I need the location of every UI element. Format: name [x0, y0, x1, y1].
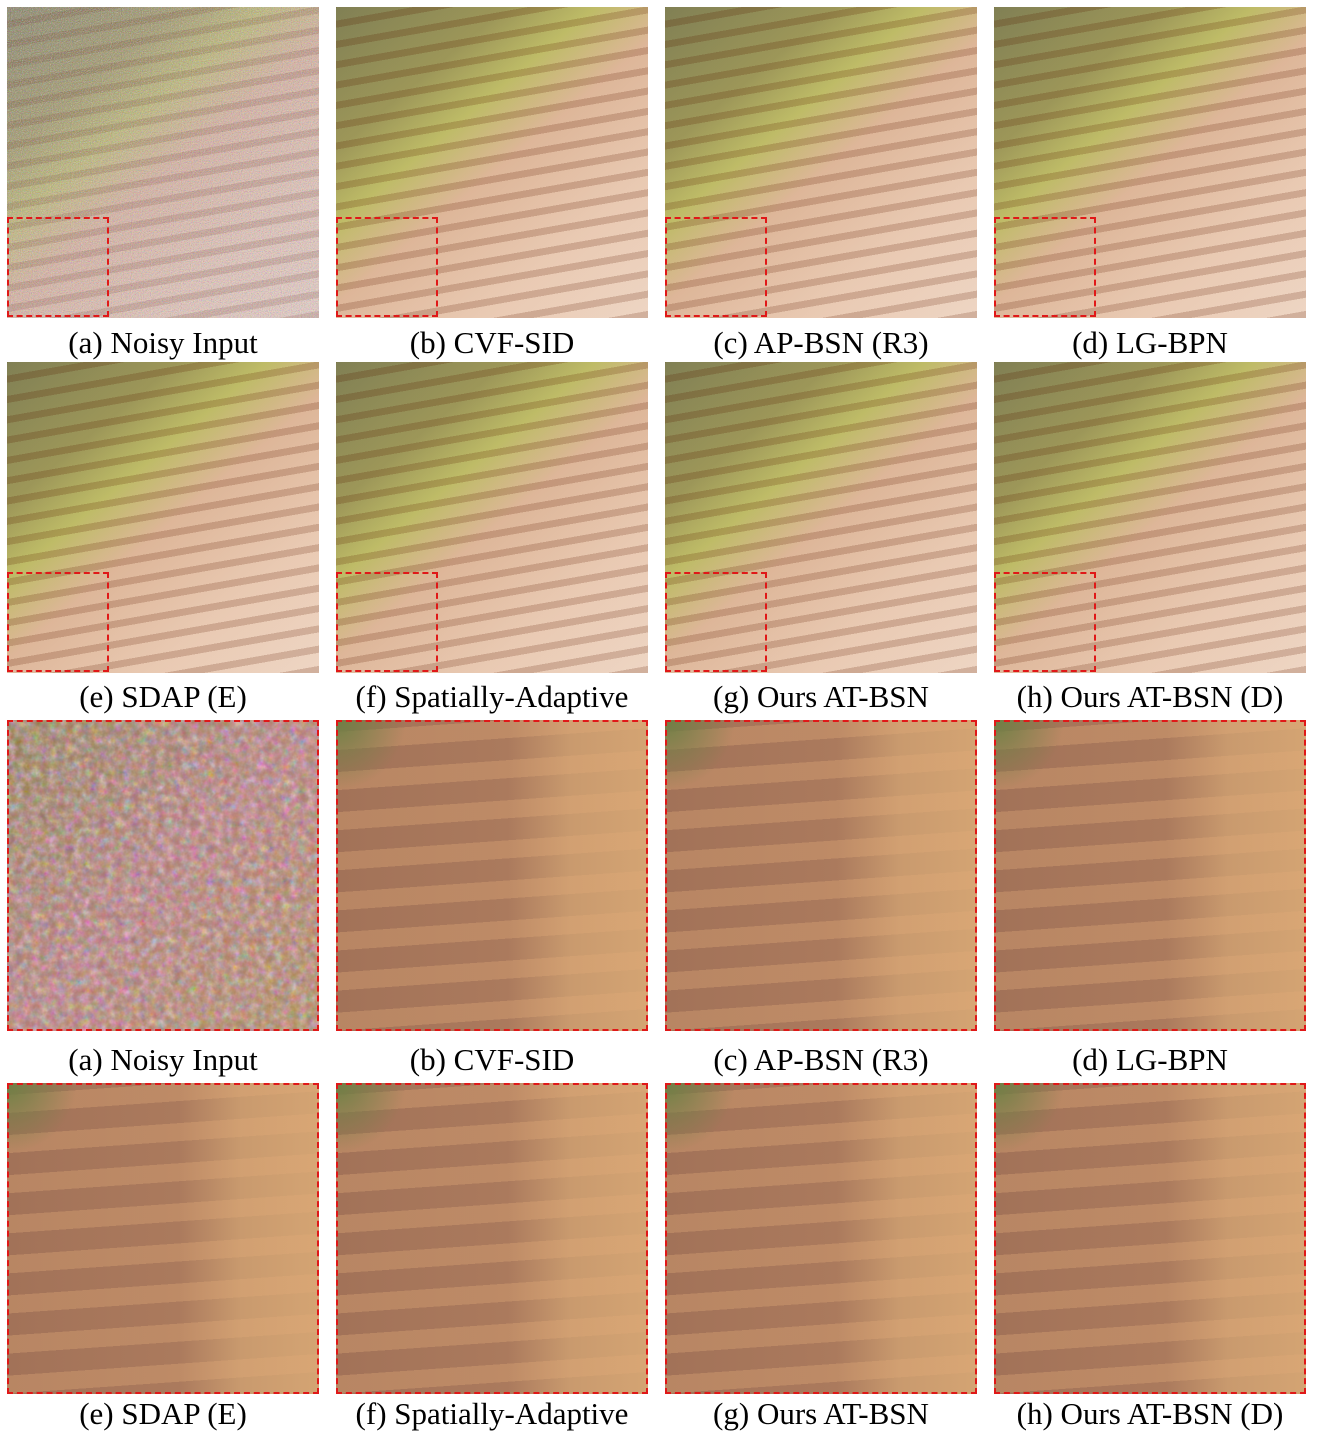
- zoom-crop: [665, 1083, 977, 1394]
- noise-overlay: [7, 720, 319, 1031]
- result-image: [7, 362, 319, 673]
- result-image: [994, 7, 1306, 318]
- caption: (e) SDAP (E): [79, 679, 247, 714]
- crop-border: [7, 1083, 319, 1394]
- zoom-crop: [7, 1083, 319, 1394]
- zoom-region-box: [994, 572, 1096, 672]
- result-image: [7, 7, 319, 318]
- result-image: [665, 7, 977, 318]
- caption: (c) AP-BSN (R3): [713, 325, 929, 360]
- result-image: [994, 362, 1306, 673]
- caption: (h) Ours AT-BSN (D): [1016, 1396, 1284, 1431]
- result-image: [665, 362, 977, 673]
- zoom-region-box: [994, 217, 1096, 317]
- result-image: [336, 7, 648, 318]
- caption: (h) Ours AT-BSN (D): [1016, 679, 1284, 714]
- zoom-crop: [994, 720, 1306, 1031]
- caption: (e) SDAP (E): [79, 1396, 247, 1431]
- zoom-region-box: [336, 217, 438, 317]
- caption: (a) Noisy Input: [68, 325, 258, 360]
- zoom-crop: [7, 720, 319, 1031]
- zoom-crop: [336, 720, 648, 1031]
- zoom-crop: [336, 1083, 648, 1394]
- caption: (b) CVF-SID: [409, 325, 575, 360]
- zoom-region-box: [7, 217, 109, 317]
- caption: (c) AP-BSN (R3): [713, 1042, 929, 1077]
- zoom-region-box: [665, 572, 767, 672]
- zoom-crop: [665, 720, 977, 1031]
- zoom-region-box: [7, 572, 109, 672]
- caption: (a) Noisy Input: [68, 1042, 258, 1077]
- crop-border: [665, 1083, 977, 1394]
- caption: (g) Ours AT-BSN: [713, 1396, 929, 1431]
- noise-overlay: [7, 7, 319, 318]
- caption: (g) Ours AT-BSN: [713, 679, 929, 714]
- zoom-crop: [994, 1083, 1306, 1394]
- caption: (b) CVF-SID: [409, 1042, 575, 1077]
- zoom-region-box: [336, 572, 438, 672]
- caption: (f) Spatially-Adaptive: [355, 679, 629, 714]
- crop-border: [336, 1083, 648, 1394]
- noise: [7, 7, 319, 318]
- result-image: [336, 362, 648, 673]
- crop-border: [994, 1083, 1306, 1394]
- crop-border: [994, 720, 1306, 1031]
- caption: (d) LG-BPN: [1072, 325, 1228, 360]
- crop-border: [665, 720, 977, 1031]
- crop-border: [336, 720, 648, 1031]
- noise: [7, 720, 319, 1031]
- crop-border: [7, 720, 319, 1031]
- zoom-region-box: [665, 217, 767, 317]
- caption: (d) LG-BPN: [1072, 1042, 1228, 1077]
- caption: (f) Spatially-Adaptive: [355, 1396, 629, 1431]
